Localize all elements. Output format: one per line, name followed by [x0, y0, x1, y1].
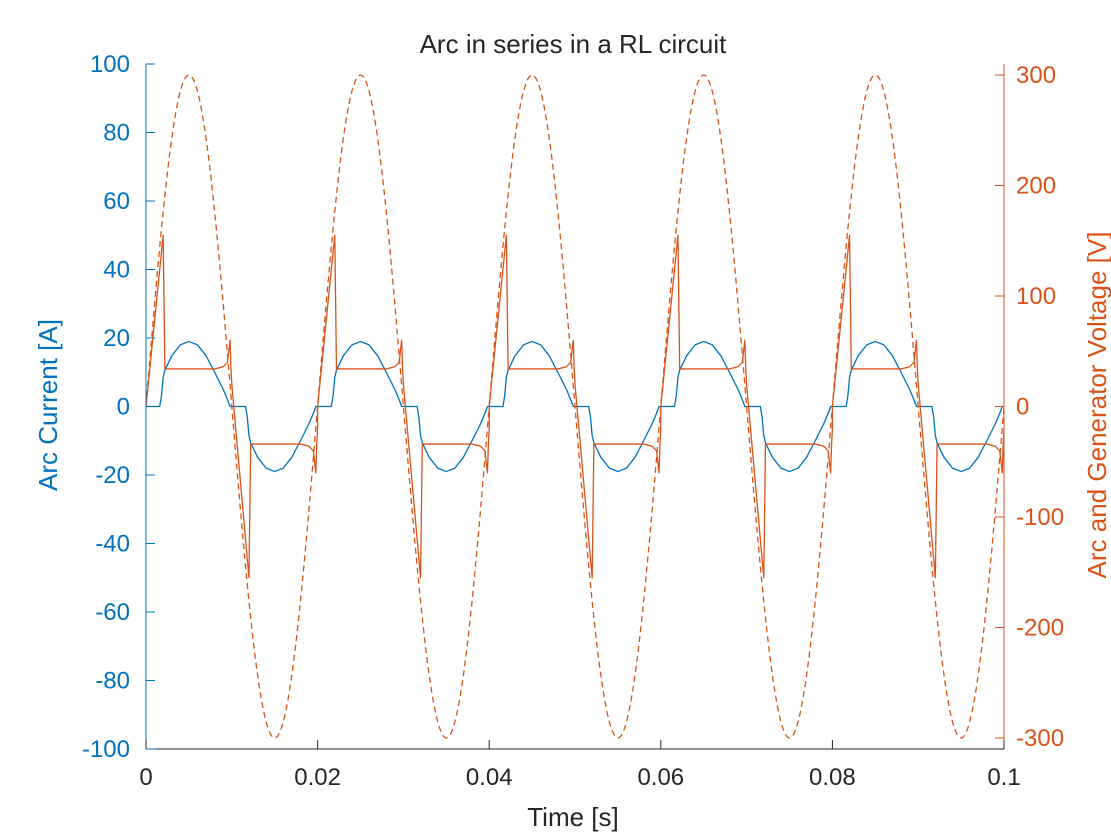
left-tick-label: -100 — [82, 736, 130, 763]
left-tick-label: 0 — [117, 394, 130, 421]
left-tick-label: 20 — [103, 325, 130, 352]
arc-current-series — [146, 340, 1004, 473]
x-tick-label: 0 — [139, 764, 152, 791]
right-tick-label: 300 — [1016, 62, 1056, 89]
plot-lines — [146, 74, 1004, 739]
left-tick-label: 60 — [103, 188, 130, 215]
right-tick-label: -100 — [1016, 504, 1064, 531]
right-tick-label: 200 — [1016, 173, 1056, 200]
right-y-axis-label: Arc and Generator Voltage [V] — [1082, 232, 1111, 579]
generator-voltage-series — [146, 74, 1004, 739]
left-y-axis-label: Arc Current [A] — [33, 319, 63, 491]
x-tick-label: 0.02 — [294, 764, 341, 791]
left-tick-label: -60 — [95, 599, 130, 626]
left-tick-label: -20 — [95, 462, 130, 489]
ticks: 0 0.02 0.04 0.06 0.08 0.1-100-80-60-40-200204… — [82, 51, 1064, 791]
left-tick-label: 80 — [103, 120, 130, 147]
left-tick-label: -80 — [95, 668, 130, 695]
right-tick-label: 100 — [1016, 283, 1056, 310]
chart-title: Arc in series in a RL circuit — [420, 29, 728, 59]
x-tick-label: 0.06 — [637, 764, 684, 791]
x-tick-label: 0.08 — [809, 764, 856, 791]
left-tick-label: 40 — [103, 257, 130, 284]
arc-voltage-series — [146, 234, 1004, 579]
right-tick-label: -300 — [1016, 725, 1064, 752]
x-axis-label: Time [s] — [527, 802, 618, 832]
left-tick-label: 100 — [90, 51, 130, 78]
left-tick-label: -40 — [95, 531, 130, 558]
x-tick-label: 0.04 — [466, 764, 513, 791]
right-tick-label: 0 — [1016, 394, 1029, 421]
right-tick-label: -200 — [1016, 614, 1064, 641]
x-tick-label: 0.1 — [987, 764, 1020, 791]
